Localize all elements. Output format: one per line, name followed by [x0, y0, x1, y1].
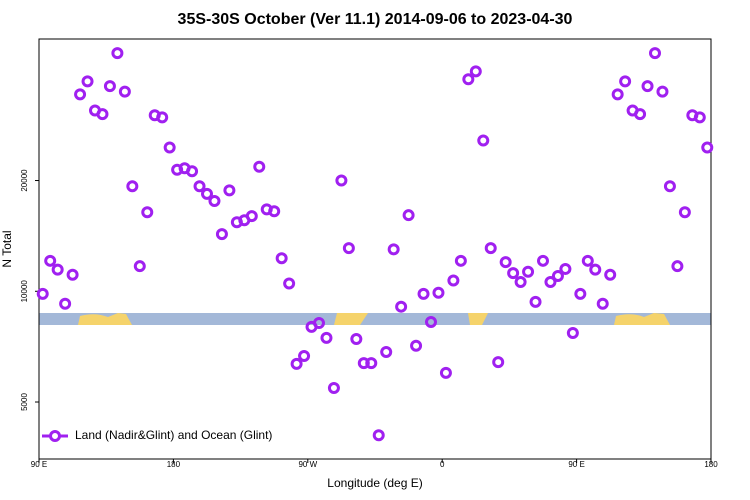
point [275, 252, 288, 265]
y-axis-label: N Total [0, 230, 14, 267]
point [566, 327, 579, 340]
point [701, 141, 714, 154]
point [492, 356, 505, 369]
point [439, 366, 452, 379]
point [141, 206, 154, 219]
point [469, 65, 482, 78]
point [268, 205, 281, 218]
x-tick-label: 90 E [31, 460, 47, 469]
point [447, 274, 460, 287]
y-tick-label: 10000 [20, 280, 29, 303]
x-tick-label: 90 W [298, 460, 317, 469]
plot-frame [38, 38, 712, 460]
point [693, 111, 706, 124]
point [425, 316, 437, 329]
map-strip [39, 313, 711, 325]
point [96, 108, 109, 121]
y-tick-label: 5000 [20, 393, 29, 411]
x-tick-label: 180 [167, 460, 181, 469]
point [649, 47, 661, 60]
legend-label: Land (Nadir&Glint) and Ocean (Glint) [75, 428, 272, 442]
point [574, 287, 587, 300]
point [245, 210, 258, 223]
point [604, 268, 617, 281]
point [350, 332, 363, 345]
point [44, 254, 57, 267]
point [156, 111, 169, 124]
point [81, 75, 94, 88]
point [410, 339, 423, 352]
point [365, 357, 378, 370]
point [462, 73, 475, 86]
point [253, 160, 266, 173]
point [372, 429, 385, 442]
point [111, 47, 124, 60]
x-tick-label: 90 E [568, 460, 584, 469]
point [103, 80, 116, 93]
point [522, 265, 535, 278]
point [656, 85, 669, 98]
point [507, 267, 520, 280]
point [596, 297, 609, 310]
point [320, 331, 333, 344]
point [193, 180, 206, 193]
point [499, 256, 512, 269]
x-tick-label: 0 [440, 460, 445, 469]
point [454, 254, 467, 267]
point [215, 228, 228, 241]
chart-title: 35S-30S October (Ver 11.1) 2014-09-06 to… [178, 11, 573, 28]
point [529, 295, 542, 308]
point [611, 88, 624, 101]
point [51, 263, 64, 276]
point [223, 184, 236, 197]
point [118, 85, 131, 98]
point [559, 262, 572, 275]
point [395, 300, 408, 313]
point [342, 242, 355, 255]
point [387, 243, 400, 256]
point [663, 180, 676, 193]
point [283, 277, 296, 290]
point [298, 349, 311, 362]
point [537, 254, 549, 267]
x-tick-label: 180 [704, 460, 718, 469]
point [514, 275, 527, 288]
point [634, 108, 647, 121]
point [671, 260, 684, 273]
point [163, 141, 176, 154]
point [327, 381, 340, 394]
point [357, 357, 370, 370]
point [313, 316, 325, 329]
point [544, 275, 557, 288]
point [678, 206, 691, 219]
point [186, 165, 199, 178]
point [417, 287, 430, 300]
point [581, 254, 594, 267]
point [484, 242, 497, 255]
point [201, 187, 213, 200]
point [589, 263, 602, 276]
point [402, 209, 415, 222]
point [208, 194, 221, 207]
point [619, 75, 632, 88]
point [380, 345, 393, 358]
x-axis-label: Longitude (deg E) [327, 476, 422, 490]
point [335, 174, 348, 187]
legend-marker [49, 430, 61, 442]
point [290, 357, 303, 370]
point [36, 287, 49, 300]
point [66, 268, 79, 281]
y-tick-label: 20000 [20, 169, 29, 192]
point [477, 134, 490, 147]
point [74, 88, 87, 101]
point [126, 180, 139, 193]
point [59, 297, 72, 310]
point [551, 270, 564, 283]
point [641, 80, 654, 93]
point [432, 286, 445, 299]
point [133, 260, 146, 273]
